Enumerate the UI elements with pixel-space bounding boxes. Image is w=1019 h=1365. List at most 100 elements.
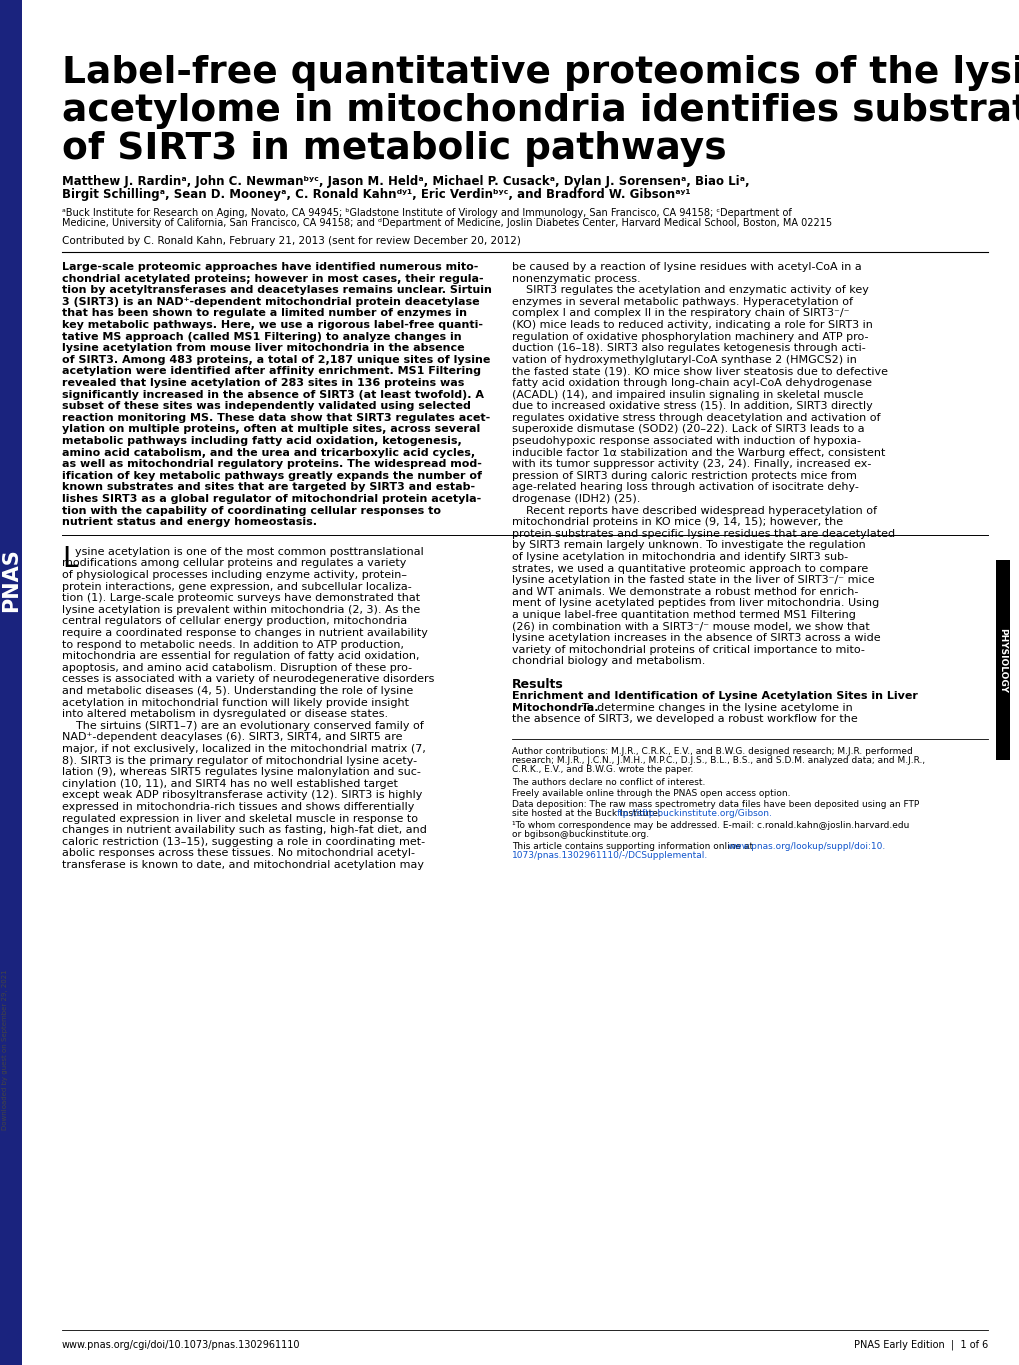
Text: cesses is associated with a variety of neurodegenerative disorders: cesses is associated with a variety of n… (62, 674, 434, 684)
Text: regulated expression in liver and skeletal muscle in response to: regulated expression in liver and skelet… (62, 814, 418, 823)
Text: research; M.J.R., J.C.N., J.M.H., M.P.C., D.J.S., B.L., B.S., and S.D.M. analyze: research; M.J.R., J.C.N., J.M.H., M.P.C.… (512, 756, 924, 766)
Text: the absence of SIRT3, we developed a robust workflow for the: the absence of SIRT3, we developed a rob… (512, 714, 857, 725)
Text: Matthew J. Rardinᵃ, John C. Newmanᵇʸᶜ, Jason M. Heldᵃ, Michael P. Cusackᵃ, Dylan: Matthew J. Rardinᵃ, John C. Newmanᵇʸᶜ, J… (62, 175, 749, 188)
Text: nonenzymatic process.: nonenzymatic process. (512, 273, 640, 284)
Text: (26) in combination with a SIRT3⁻/⁻ mouse model, we show that: (26) in combination with a SIRT3⁻/⁻ mous… (512, 621, 869, 632)
Text: PNAS Early Edition  |  1 of 6: PNAS Early Edition | 1 of 6 (853, 1340, 987, 1350)
Text: caloric restriction (13–15), suggesting a role in coordinating met-: caloric restriction (13–15), suggesting … (62, 837, 425, 846)
Text: L: L (62, 545, 77, 573)
Text: subset of these sites was independently validated using selected: subset of these sites was independently … (62, 401, 471, 411)
Text: tion with the capability of coordinating cellular responses to: tion with the capability of coordinating… (62, 505, 440, 516)
Text: SIRT3 regulates the acetylation and enzymatic activity of key: SIRT3 regulates the acetylation and enzy… (512, 285, 868, 295)
Text: tative MS approach (called MS1 Filtering) to analyze changes in: tative MS approach (called MS1 Filtering… (62, 332, 462, 341)
Text: ysine acetylation is one of the most common posttranslational: ysine acetylation is one of the most com… (75, 547, 423, 557)
Text: Data deposition: The raw mass spectrometry data files have been deposited using : Data deposition: The raw mass spectromet… (512, 800, 918, 809)
Text: drogenase (IDH2) (25).: drogenase (IDH2) (25). (512, 494, 640, 504)
Text: lysine acetylation in the fasted state in the liver of SIRT3⁻/⁻ mice: lysine acetylation in the fasted state i… (512, 575, 873, 586)
Text: strates, we used a quantitative proteomic approach to compare: strates, we used a quantitative proteomi… (512, 564, 867, 573)
Text: of SIRT3 in metabolic pathways: of SIRT3 in metabolic pathways (62, 131, 726, 167)
Text: lysine acetylation is prevalent within mitochondria (2, 3). As the: lysine acetylation is prevalent within m… (62, 605, 420, 614)
Text: and WT animals. We demonstrate a robust method for enrich-: and WT animals. We demonstrate a robust … (512, 587, 858, 597)
Text: (KO) mice leads to reduced activity, indicating a role for SIRT3 in: (KO) mice leads to reduced activity, ind… (512, 319, 872, 330)
Text: known substrates and sites that are targeted by SIRT3 and estab-: known substrates and sites that are targ… (62, 482, 475, 493)
Text: key metabolic pathways. Here, we use a rigorous label-free quanti-: key metabolic pathways. Here, we use a r… (62, 319, 483, 330)
Text: This article contains supporting information online at: This article contains supporting informa… (512, 842, 755, 852)
Text: ᵃBuck Institute for Research on Aging, Novato, CA 94945; ᵇGladstone Institute of: ᵃBuck Institute for Research on Aging, N… (62, 207, 791, 218)
Text: ftp://sftp.buckinstitute.org/Gibson.: ftp://sftp.buckinstitute.org/Gibson. (616, 809, 772, 818)
Text: 8). SIRT3 is the primary regulator of mitochondrial lysine acety-: 8). SIRT3 is the primary regulator of mi… (62, 756, 417, 766)
Text: ylation on multiple proteins, often at multiple sites, across several: ylation on multiple proteins, often at m… (62, 425, 480, 434)
Text: apoptosis, and amino acid catabolism. Disruption of these pro-: apoptosis, and amino acid catabolism. Di… (62, 663, 412, 673)
Text: and metabolic diseases (4, 5). Understanding the role of lysine: and metabolic diseases (4, 5). Understan… (62, 687, 413, 696)
Text: to respond to metabolic needs. In addition to ATP production,: to respond to metabolic needs. In additi… (62, 640, 404, 650)
Text: C.R.K., E.V., and B.W.G. wrote the paper.: C.R.K., E.V., and B.W.G. wrote the paper… (512, 766, 693, 774)
Text: metabolic pathways including fatty acid oxidation, ketogenesis,: metabolic pathways including fatty acid … (62, 435, 462, 446)
Text: that has been shown to regulate a limited number of enzymes in: that has been shown to regulate a limite… (62, 308, 467, 318)
Text: with its tumor suppressor activity (23, 24). Finally, increased ex-: with its tumor suppressor activity (23, … (512, 459, 870, 470)
Text: Freely available online through the PNAS open access option.: Freely available online through the PNAS… (512, 789, 790, 799)
Text: www.pnas.org/lookup/suppl/doi:10.: www.pnas.org/lookup/suppl/doi:10. (728, 842, 886, 852)
Text: www.pnas.org/cgi/doi/10.1073/pnas.1302961110: www.pnas.org/cgi/doi/10.1073/pnas.130296… (62, 1340, 301, 1350)
Text: 3 (SIRT3) is an NAD⁺-dependent mitochondrial protein deacetylase: 3 (SIRT3) is an NAD⁺-dependent mitochond… (62, 296, 479, 307)
Text: of lysine acetylation in mitochondria and identify SIRT3 sub-: of lysine acetylation in mitochondria an… (512, 551, 847, 562)
Text: mitochondrial proteins in KO mice (9, 14, 15); however, the: mitochondrial proteins in KO mice (9, 14… (512, 517, 843, 527)
Text: modifications among cellular proteins and regulates a variety: modifications among cellular proteins an… (62, 558, 406, 568)
Bar (995, 560, 1009, 760)
Text: lysine acetylation increases in the absence of SIRT3 across a wide: lysine acetylation increases in the abse… (512, 633, 879, 643)
Text: site hosted at the Buck Institute;: site hosted at the Buck Institute; (512, 809, 663, 818)
Text: (ACADL) (14), and impaired insulin signaling in skeletal muscle: (ACADL) (14), and impaired insulin signa… (512, 389, 862, 400)
Text: Contributed by C. Ronald Kahn, February 21, 2013 (sent for review December 20, 2: Contributed by C. Ronald Kahn, February … (62, 236, 521, 246)
Text: protein interactions, gene expression, and subcellular localiza-: protein interactions, gene expression, a… (62, 581, 412, 591)
Text: superoxide dismutase (SOD2) (20–22). Lack of SIRT3 leads to a: superoxide dismutase (SOD2) (20–22). Lac… (512, 425, 864, 434)
Text: chondrial biology and metabolism.: chondrial biology and metabolism. (512, 657, 705, 666)
Text: a unique label-free quantitation method termed MS1 Filtering: a unique label-free quantitation method … (512, 610, 855, 620)
Text: ¹To whom correspondence may be addressed. E-mail: c.ronald.kahn@joslin.harvard.e: ¹To whom correspondence may be addressed… (512, 822, 909, 830)
Text: of SIRT3. Among 483 proteins, a total of 2,187 unique sites of lysine: of SIRT3. Among 483 proteins, a total of… (62, 355, 490, 364)
Text: acetylome in mitochondria identifies substrates: acetylome in mitochondria identifies sub… (62, 93, 1019, 130)
Text: variety of mitochondrial proteins of critical importance to mito-: variety of mitochondrial proteins of cri… (512, 644, 864, 655)
Text: mitochondria are essential for regulation of fatty acid oxidation,: mitochondria are essential for regulatio… (62, 651, 419, 661)
Text: protein substrates and specific lysine residues that are deacetylated: protein substrates and specific lysine r… (512, 528, 895, 539)
Text: fatty acid oxidation through long-chain acyl-CoA dehydrogenase: fatty acid oxidation through long-chain … (512, 378, 871, 388)
Text: 1073/pnas.1302961110/-/DCSupplemental.: 1073/pnas.1302961110/-/DCSupplemental. (512, 852, 707, 860)
Text: due to increased oxidative stress (15). In addition, SIRT3 directly: due to increased oxidative stress (15). … (512, 401, 872, 411)
Text: cinylation (10, 11), and SIRT4 has no well established target: cinylation (10, 11), and SIRT4 has no we… (62, 779, 397, 789)
Text: revealed that lysine acetylation of 283 sites in 136 proteins was: revealed that lysine acetylation of 283 … (62, 378, 464, 388)
Text: Medicine, University of California, San Francisco, CA 94158; and ᵈDepartment of : Medicine, University of California, San … (62, 218, 832, 228)
Text: the fasted state (19). KO mice show liver steatosis due to defective: the fasted state (19). KO mice show live… (512, 366, 888, 377)
Text: PNAS: PNAS (1, 549, 21, 612)
Text: major, if not exclusively, localized in the mitochondrial matrix (7,: major, if not exclusively, localized in … (62, 744, 426, 753)
Text: vation of hydroxymethylglutaryl-CoA synthase 2 (HMGCS2) in: vation of hydroxymethylglutaryl-CoA synt… (512, 355, 856, 364)
Text: inducible factor 1α stabilization and the Warburg effect, consistent: inducible factor 1α stabilization and th… (512, 448, 884, 457)
Text: Enrichment and Identification of Lysine Acetylation Sites in Liver: Enrichment and Identification of Lysine … (512, 691, 917, 702)
Text: Birgit Schillingᵃ, Sean D. Mooneyᵃ, C. Ronald Kahnᵈʸ¹, Eric Verdinᵇʸᶜ, and Bradf: Birgit Schillingᵃ, Sean D. Mooneyᵃ, C. R… (62, 188, 690, 201)
Bar (0, 0, 22, 1365)
Text: complex I and complex II in the respiratory chain of SIRT3⁻/⁻: complex I and complex II in the respirat… (512, 308, 849, 318)
Text: regulates oxidative stress through deacetylation and activation of: regulates oxidative stress through deace… (512, 412, 879, 423)
Text: enzymes in several metabolic pathways. Hyperacetylation of: enzymes in several metabolic pathways. H… (512, 296, 852, 307)
Text: The sirtuins (SIRT1–7) are an evolutionary conserved family of: The sirtuins (SIRT1–7) are an evolutiona… (62, 721, 423, 730)
Text: NAD⁺-dependent deacylases (6). SIRT3, SIRT4, and SIRT5 are: NAD⁺-dependent deacylases (6). SIRT3, SI… (62, 733, 403, 743)
Text: central regulators of cellular energy production, mitochondria: central regulators of cellular energy pr… (62, 617, 407, 627)
Text: require a coordinated response to changes in nutrient availability: require a coordinated response to change… (62, 628, 427, 637)
Text: lation (9), whereas SIRT5 regulates lysine malonylation and suc-: lation (9), whereas SIRT5 regulates lysi… (62, 767, 421, 777)
Text: chondrial acetylated proteins; however in most cases, their regula-: chondrial acetylated proteins; however i… (62, 273, 483, 284)
Text: To determine changes in the lysine acetylome in: To determine changes in the lysine acety… (582, 703, 852, 713)
Text: significantly increased in the absence of SIRT3 (at least twofold). A: significantly increased in the absence o… (62, 389, 484, 400)
Text: reaction monitoring MS. These data show that SIRT3 regulates acet-: reaction monitoring MS. These data show … (62, 412, 490, 423)
Text: as well as mitochondrial regulatory proteins. The widespread mod-: as well as mitochondrial regulatory prot… (62, 459, 481, 470)
Text: acetylation in mitochondrial function will likely provide insight: acetylation in mitochondrial function wi… (62, 698, 409, 707)
Text: into altered metabolism in dysregulated or disease states.: into altered metabolism in dysregulated … (62, 710, 388, 719)
Text: regulation of oxidative phosphorylation machinery and ATP pro-: regulation of oxidative phosphorylation … (512, 332, 867, 341)
Text: ification of key metabolic pathways greatly expands the number of: ification of key metabolic pathways grea… (62, 471, 482, 480)
Text: tion by acetyltransferases and deacetylases remains unclear. Sirtuin: tion by acetyltransferases and deacetyla… (62, 285, 491, 295)
Text: Mitochondria.: Mitochondria. (512, 703, 598, 713)
Text: Recent reports have described widespread hyperacetylation of: Recent reports have described widespread… (512, 505, 876, 516)
Text: pseudohypoxic response associated with induction of hypoxia-: pseudohypoxic response associated with i… (512, 435, 860, 446)
Text: Large-scale proteomic approaches have identified numerous mito-: Large-scale proteomic approaches have id… (62, 262, 478, 272)
Text: by SIRT3 remain largely unknown. To investigate the regulation: by SIRT3 remain largely unknown. To inve… (512, 541, 865, 550)
Text: acetylation were identified after affinity enrichment. MS1 Filtering: acetylation were identified after affini… (62, 366, 481, 377)
Text: Label-free quantitative proteomics of the lysine: Label-free quantitative proteomics of th… (62, 55, 1019, 91)
Text: age-related hearing loss through activation of isocitrate dehy-: age-related hearing loss through activat… (512, 482, 858, 493)
Text: amino acid catabolism, and the urea and tricarboxylic acid cycles,: amino acid catabolism, and the urea and … (62, 448, 475, 457)
